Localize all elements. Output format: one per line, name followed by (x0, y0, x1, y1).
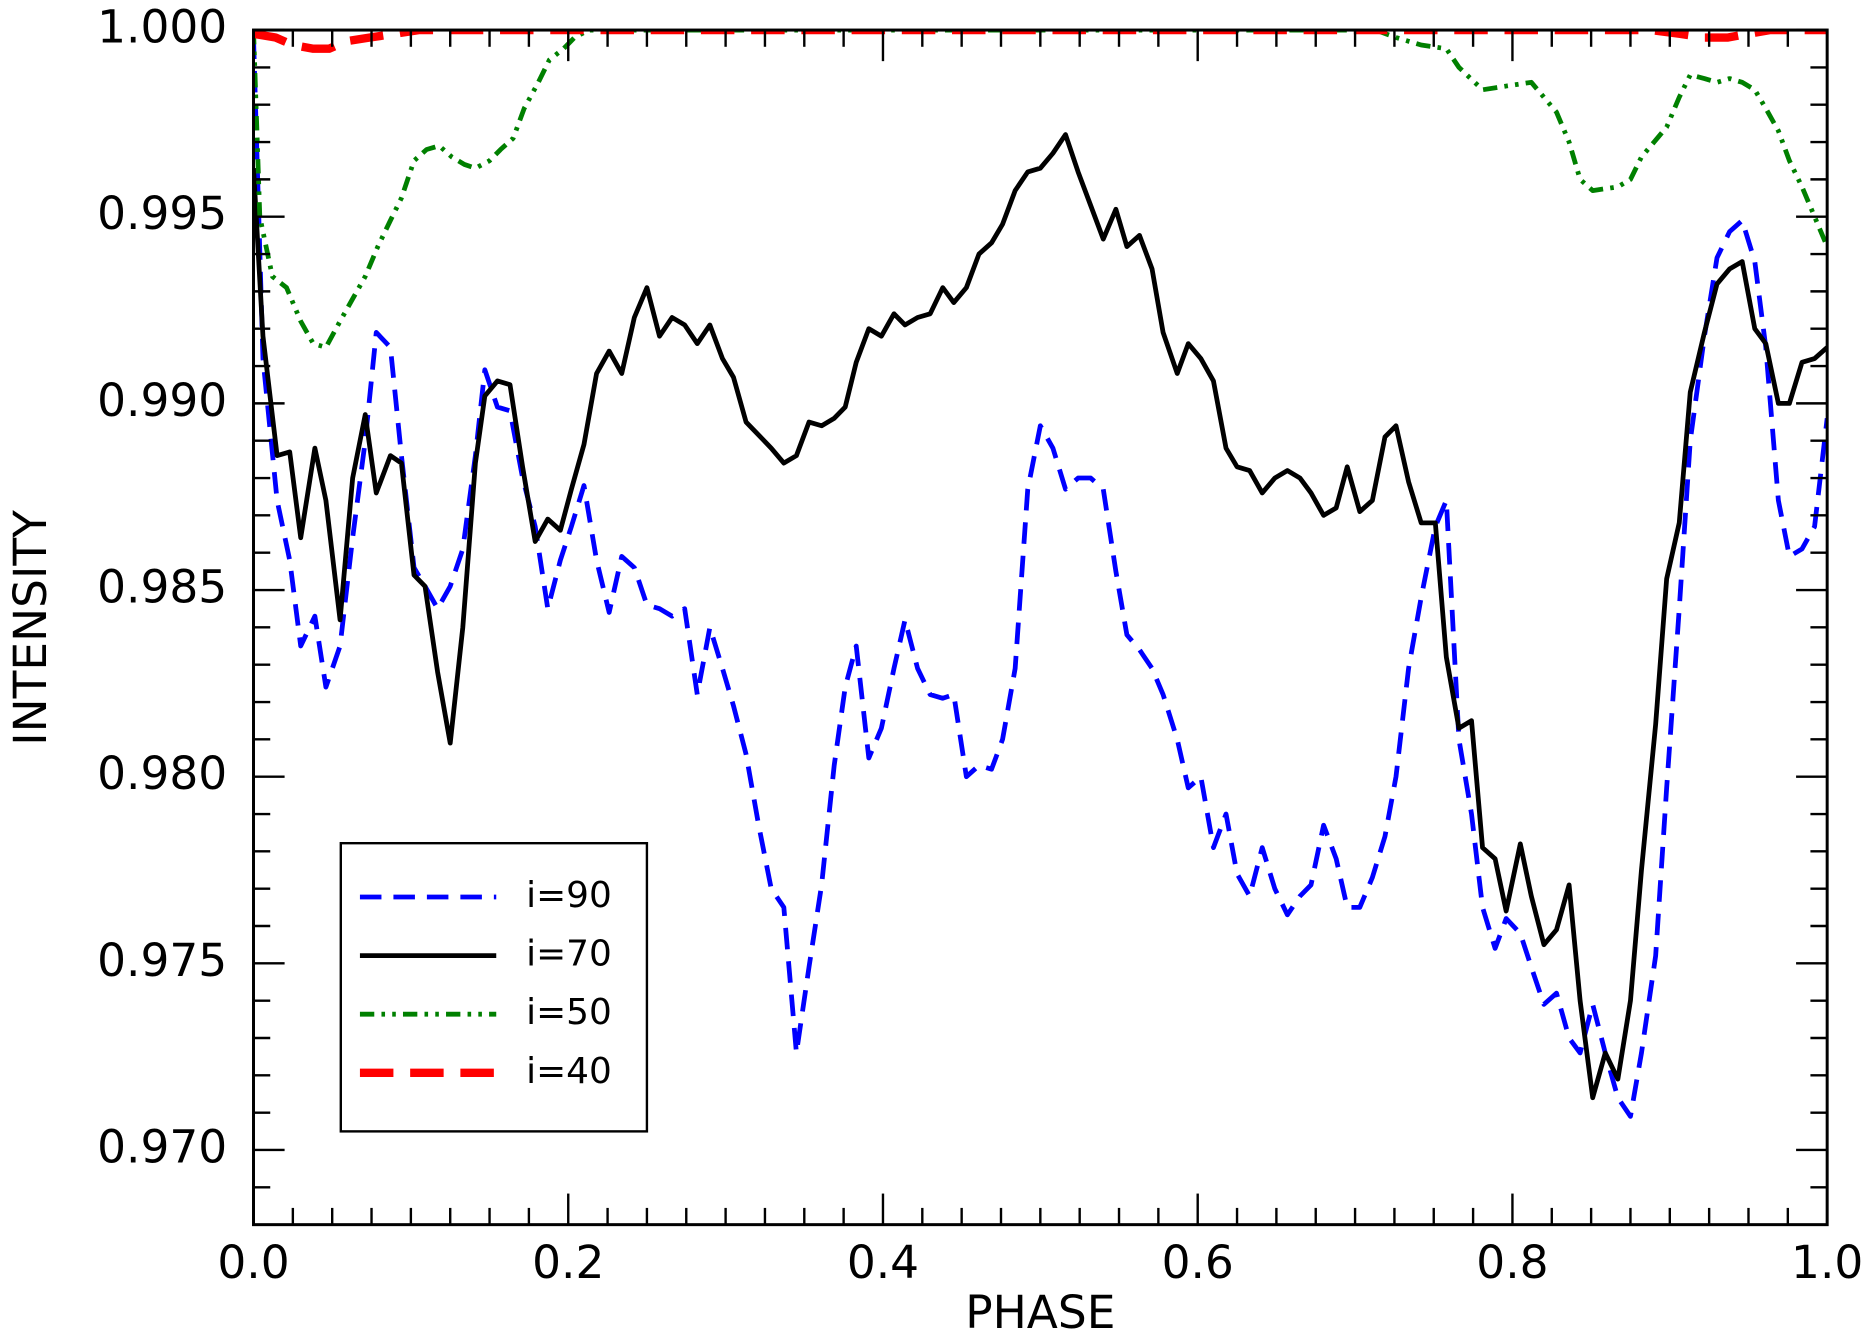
y-tick-label: 1.000 (97, 1, 227, 54)
y-tick-label: 0.985 (97, 561, 227, 614)
series-line (253, 30, 1828, 350)
plot-lines (253, 30, 1828, 1119)
series-line (253, 37, 1828, 1119)
legend-label: i=70 (526, 934, 612, 975)
y-tick-label: 0.970 (97, 1120, 227, 1173)
y-tick-label: 0.995 (97, 187, 227, 240)
y-tick-label: 0.980 (97, 747, 227, 800)
legend-label: i=50 (526, 992, 612, 1033)
x-tick-label: 0.2 (532, 1236, 604, 1289)
y-tick-label: 0.990 (97, 374, 227, 427)
series-line (253, 132, 1828, 1101)
x-tick-label: 0.4 (847, 1236, 919, 1289)
x-axis-title: PHASE (965, 1286, 1115, 1339)
y-axis-title: INTENSITY (4, 510, 57, 746)
y-tick-label: 0.975 (97, 934, 227, 987)
series-line (253, 30, 1828, 53)
x-tick-label: 0.6 (1162, 1236, 1234, 1289)
x-tick-label: 1.0 (1791, 1236, 1863, 1289)
legend-box (339, 841, 649, 1133)
x-tick-label: 0.8 (1476, 1236, 1548, 1289)
legend-label: i=90 (526, 875, 612, 916)
legend-label: i=40 (526, 1051, 612, 1092)
x-tick-label: 0.0 (217, 1236, 289, 1289)
